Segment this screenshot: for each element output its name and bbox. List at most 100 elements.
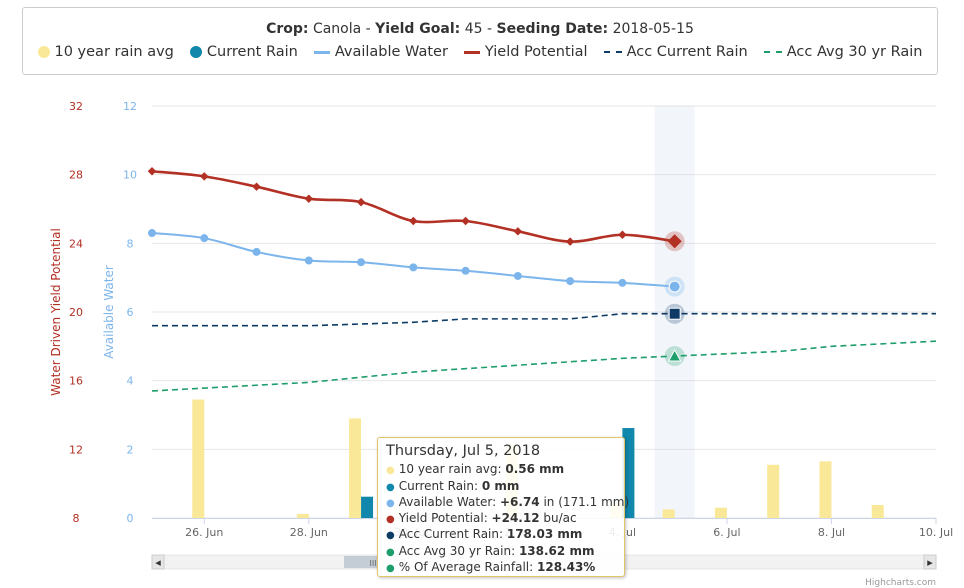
bar-10-year-rain-avg[interactable] (871, 504, 884, 518)
tooltip-label: Yield Potential: (398, 511, 492, 526)
point-yield-potential[interactable] (461, 216, 470, 226)
yield-axis-tick-label: 20 (69, 306, 83, 319)
tooltip-row: ● Available Water: +6.74 in (171.1 mm) (386, 494, 629, 511)
tooltip-label: Available Water: (398, 494, 500, 509)
point-yield-potential[interactable] (200, 172, 209, 181)
x-axis-tick-label: 8. Jul (818, 526, 845, 539)
legend-symbol (313, 50, 330, 54)
seeding-date-value: 2018-05-15 (612, 21, 694, 37)
yield-goal-label: Yield Goal: (375, 21, 461, 37)
scrollbar-left-button[interactable] (151, 554, 165, 570)
legend-symbol (463, 50, 480, 54)
point-acc-avg-30-yr-rain[interactable] (667, 349, 682, 362)
scrollbar-right-button[interactable] (923, 554, 937, 570)
scrollbar-thumb[interactable] (344, 556, 377, 568)
legend-item[interactable]: Acc Avg 30 yr Rain (763, 44, 923, 60)
series-line-acc-current-rain[interactable] (152, 312, 936, 327)
yield-axis-title: Water Driven Yield Potential (49, 228, 63, 396)
point-yield-potential[interactable] (667, 234, 682, 249)
tooltip-row: ● Acc Current Rain: 178.03 mm (386, 527, 616, 543)
tooltip-label: Acc Avg 30 yr Rain: (398, 543, 519, 558)
point-available-water[interactable] (566, 277, 575, 286)
scroll-right-arrow-icon: ▸ (927, 556, 933, 569)
yield-axis-tick-label: 12 (69, 443, 83, 456)
tooltip-row: ● Current Rain: 0 mm (386, 479, 616, 495)
tooltip-value: +6.74 (499, 494, 540, 509)
point-yield-potential[interactable] (409, 216, 418, 226)
legend-item[interactable]: Current Rain (189, 44, 298, 60)
bar-current-rain[interactable] (622, 428, 635, 518)
tooltip-value: 0.56 mm (505, 462, 565, 477)
chart-tooltip: Thursday, Jul 5, 2018 ● 10 year rain avg:… (377, 437, 629, 577)
point-yield-potential[interactable] (252, 182, 261, 191)
point-yield-potential[interactable] (513, 227, 523, 236)
legend-label: Yield Potential (484, 44, 588, 60)
tooltip-value: 128.43% (537, 560, 596, 575)
chart-legend: 10 year rain avg Current Rain Available Wa… (23, 44, 937, 60)
point-available-water[interactable] (148, 229, 156, 238)
legend-item[interactable]: Acc Current Rain (603, 44, 748, 60)
yield-axis-tick-label: 28 (69, 169, 83, 182)
legend-item[interactable]: Yield Potential (463, 44, 588, 60)
bar-10-year-rain-avg[interactable] (819, 461, 832, 518)
point-available-water[interactable] (668, 280, 681, 293)
tooltip-title: Thursday, Jul 5, 2018 (386, 443, 541, 459)
tooltip-label: Acc Current Rain: (398, 527, 507, 542)
bar-10-year-rain-avg[interactable] (767, 464, 780, 518)
point-yield-potential[interactable] (304, 194, 314, 203)
point-available-water[interactable] (461, 266, 470, 275)
legend-label: Current Rain (206, 44, 298, 60)
point-available-water[interactable] (252, 247, 261, 256)
tooltip-bullet-icon: ● (386, 563, 395, 575)
x-axis-tick-label: 6. Jul (713, 526, 740, 539)
chart-header-box: Crop: Canola - Yield Goal: 45 - Seeding … (22, 7, 938, 75)
legend-symbol (603, 51, 622, 53)
tooltip-value: 178.03 mm (506, 527, 583, 542)
series-line-acc-avg-30-yr-rain[interactable] (151, 340, 937, 392)
bar-10-year-rain-avg[interactable] (296, 513, 309, 518)
bar-10-year-rain-avg[interactable] (192, 399, 205, 518)
legend-label: 10 year rain avg (54, 44, 174, 60)
point-acc-current-rain[interactable] (668, 307, 681, 320)
point-available-water[interactable] (304, 256, 313, 265)
water-axis-tick-label: 0 (127, 512, 134, 525)
bar-current-rain[interactable] (361, 496, 374, 518)
tooltip-value: 138.62 mm (518, 543, 595, 558)
water-axis-tick-label: 10 (123, 169, 137, 182)
crop-value: Canola (312, 21, 362, 37)
scrollbar-grip-icon: III (369, 559, 376, 568)
point-available-water[interactable] (200, 234, 209, 243)
water-axis-tick-label: 8 (127, 237, 134, 250)
chart-credit[interactable]: Highcharts.com (865, 578, 936, 588)
legend-item[interactable]: Available Water (313, 44, 448, 60)
legend-label: Acc Avg 30 yr Rain (786, 44, 923, 60)
point-yield-potential[interactable] (618, 230, 627, 239)
bar-10-year-rain-avg[interactable] (349, 418, 362, 518)
water-axis-tick-label: 2 (127, 443, 134, 456)
legend-item[interactable]: 10 year rain avg (37, 44, 174, 60)
bar-10-year-rain-avg[interactable] (714, 507, 727, 518)
bar-10-year-rain-avg[interactable] (662, 509, 675, 518)
tooltip-row: ● 10 year rain avg: 0.56 mm (386, 462, 616, 478)
tooltip-suffix: bu/ac (539, 511, 577, 526)
legend-symbol (37, 46, 50, 58)
water-axis-tick-label: 4 (127, 375, 134, 388)
point-available-water[interactable] (409, 263, 418, 272)
point-available-water[interactable] (357, 258, 366, 267)
series-line-yield-potential[interactable] (151, 169, 675, 243)
series-line-available-water[interactable] (151, 232, 675, 288)
tooltip-bullet-icon: ● (386, 481, 395, 493)
point-yield-potential[interactable] (565, 237, 575, 246)
scroll-left-arrow-icon: ◂ (155, 556, 161, 569)
tooltip-label: % Of Average Rainfall: (398, 560, 537, 575)
legend-symbol (763, 51, 782, 53)
tooltip-label: Current Rain: (398, 478, 482, 493)
point-available-water[interactable] (513, 271, 522, 280)
point-available-water[interactable] (618, 278, 627, 287)
x-axis-tick-label: 28. Jun (290, 526, 328, 539)
point-yield-potential[interactable] (356, 197, 366, 207)
yield-axis-tick-label: 24 (69, 237, 83, 250)
point-yield-potential[interactable] (147, 166, 157, 176)
tooltip-value: 0 mm (481, 478, 520, 493)
water-axis-title: Available Water (102, 265, 116, 359)
